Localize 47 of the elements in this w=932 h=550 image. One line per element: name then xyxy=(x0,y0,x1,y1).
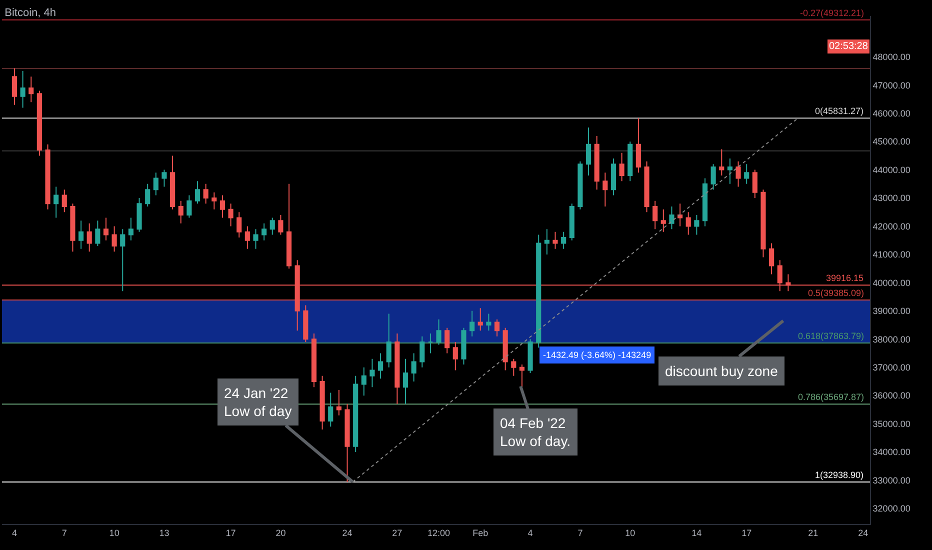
y-tick-label: 36000.00 xyxy=(872,390,910,401)
y-tick-label: 44000.00 xyxy=(872,164,910,175)
x-tick-label: 13 xyxy=(159,528,170,538)
ref-line-label: 0.5(39385.09) xyxy=(808,288,864,298)
y-tick-label: 34000.00 xyxy=(872,447,910,458)
x-tick-label: 20 xyxy=(276,528,286,538)
x-tick-label: 27 xyxy=(392,528,402,538)
y-tick-label: 38000.00 xyxy=(872,334,910,344)
annotation: 04 Feb '22 Low of day. xyxy=(500,415,571,450)
ref-line-label: 1(32938.90) xyxy=(815,470,864,480)
y-tick-label: 33000.00 xyxy=(872,475,910,486)
x-tick-label: 4 xyxy=(12,528,17,538)
x-tick-label: 10 xyxy=(625,528,636,538)
y-tick-label: 48000.00 xyxy=(872,52,910,62)
x-tick-label: 17 xyxy=(742,528,752,538)
x-tick-label: 10 xyxy=(109,528,120,538)
y-tick-label: 41000.00 xyxy=(872,250,910,260)
annotation: -1432.49 (-3.64%) -143249 xyxy=(543,350,652,360)
ref-line-label: 39916.15 xyxy=(826,273,864,283)
x-tick-label: 17 xyxy=(226,528,236,538)
ref-line-label: 0(45831.27) xyxy=(815,106,864,116)
x-tick-label: 24 xyxy=(342,528,352,538)
y-tick-label: 46000.00 xyxy=(872,108,910,119)
annotation: 02:53:28 xyxy=(829,41,868,52)
y-tick-label: 45000.00 xyxy=(872,136,910,147)
annotation: discount buy zone xyxy=(665,363,778,379)
y-tick-label: 32000.00 xyxy=(872,504,910,514)
x-tick-label: 12:00 xyxy=(428,528,450,538)
x-tick-label: 24 xyxy=(858,528,868,538)
x-tick-label: 7 xyxy=(62,528,67,538)
y-tick-label: 37000.00 xyxy=(872,362,910,373)
y-tick-label: 42000.00 xyxy=(872,221,910,232)
annotation: 24 Jan '22 Low of day xyxy=(224,385,292,420)
y-tick-label: 39000.00 xyxy=(872,306,910,316)
ref-line-label: -0.27(49312.21) xyxy=(800,8,864,18)
y-tick-label: 40000.00 xyxy=(872,278,910,288)
y-tick-label: 47000.00 xyxy=(872,80,910,90)
x-tick-label: 14 xyxy=(692,528,702,538)
x-tick-label: 4 xyxy=(528,528,533,538)
x-tick-label: Feb xyxy=(472,528,488,538)
y-tick-label: 35000.00 xyxy=(872,418,910,429)
ref-line-label: 0.618(37863.79) xyxy=(798,331,864,341)
x-tick-label: 7 xyxy=(578,528,583,538)
x-tick-label: 21 xyxy=(808,528,818,538)
y-tick-label: 43000.00 xyxy=(872,193,910,204)
ref-line-label: 0.786(35697.87) xyxy=(798,392,864,402)
chart-title: Bitcoin, 4h xyxy=(4,6,56,19)
